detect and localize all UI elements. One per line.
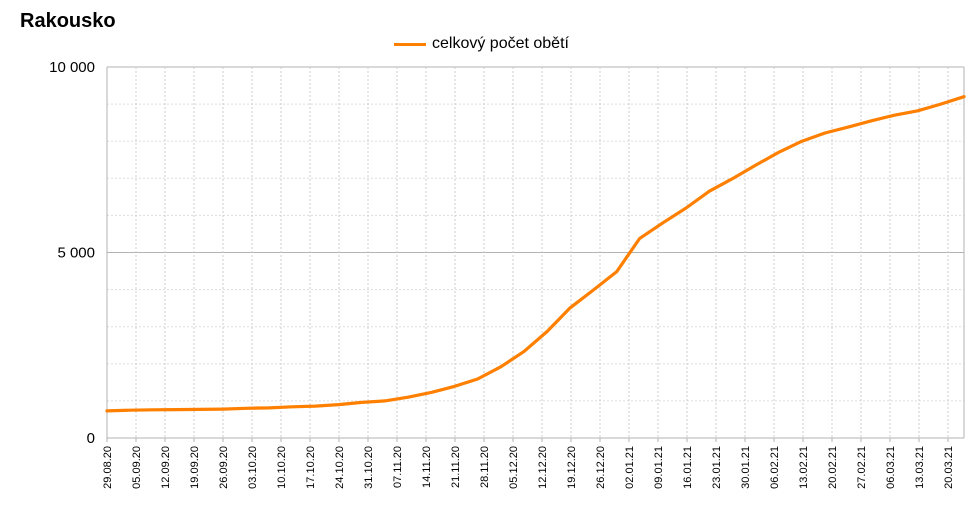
- x-tick-label: 12.12.20: [537, 446, 549, 489]
- x-tick-label: 16.01.21: [682, 446, 694, 489]
- x-tick-label: 31.10.20: [363, 446, 375, 489]
- x-tick-label: 23.01.21: [711, 446, 723, 489]
- legend-label: celkový počet obětí: [432, 35, 569, 52]
- x-tick-label: 05.12.20: [508, 446, 520, 489]
- x-tick-label: 26.12.20: [595, 446, 607, 489]
- x-tick-label: 09.01.21: [653, 446, 665, 489]
- x-tick-label: 20.02.21: [827, 446, 839, 489]
- x-tick-label: 05.09.20: [131, 446, 143, 489]
- x-tick-label: 06.03.21: [885, 446, 897, 489]
- x-tick-label: 17.10.20: [305, 446, 317, 489]
- x-tick-label: 13.03.21: [914, 446, 926, 489]
- x-tick-label: 19.09.20: [189, 446, 201, 489]
- x-tick-label: 21.11.20: [450, 446, 462, 488]
- x-tick-label: 20.03.21: [943, 446, 955, 489]
- axes: [106, 67, 965, 442]
- x-tick-label: 12.09.20: [160, 446, 172, 489]
- x-tick-label: 14.11.20: [421, 446, 433, 488]
- x-tick-label: 07.11.20: [392, 446, 404, 488]
- y-tick-label: 10 000: [49, 59, 95, 76]
- series-line: [105, 95, 966, 413]
- x-tick-label: 13.02.21: [798, 446, 810, 489]
- chart-title: Rakousko: [20, 10, 116, 32]
- x-axis-ticks: 29.08.20 05.09.20 12.09.20 19.09.20 26.09.20…: [102, 446, 955, 489]
- series-group: [105, 95, 966, 413]
- x-tick-label: 26.09.20: [218, 446, 230, 489]
- y-tick-label: 5 000: [57, 245, 95, 262]
- x-tick-label: 02.01.21: [624, 446, 636, 489]
- grid: [107, 66, 964, 439]
- x-tick-label: 24.10.20: [334, 446, 346, 489]
- y-axis-ticks: 0 5 000 10 000: [49, 59, 95, 447]
- x-tick-label: 19.12.20: [566, 446, 578, 489]
- x-tick-label: 30.01.21: [740, 446, 752, 489]
- x-tick-label: 03.10.20: [247, 446, 259, 489]
- y-tick-label: 0: [87, 430, 95, 447]
- legend-swatch: [394, 42, 426, 46]
- x-tick-label: 10.10.20: [276, 446, 288, 489]
- legend: celkový počet obětí: [394, 35, 569, 53]
- x-tick-label: 28.11.20: [479, 446, 491, 488]
- x-tick-label: 27.02.21: [856, 446, 868, 489]
- x-tick-label: 06.02.21: [769, 446, 781, 489]
- x-tick-label: 29.08.20: [102, 446, 114, 489]
